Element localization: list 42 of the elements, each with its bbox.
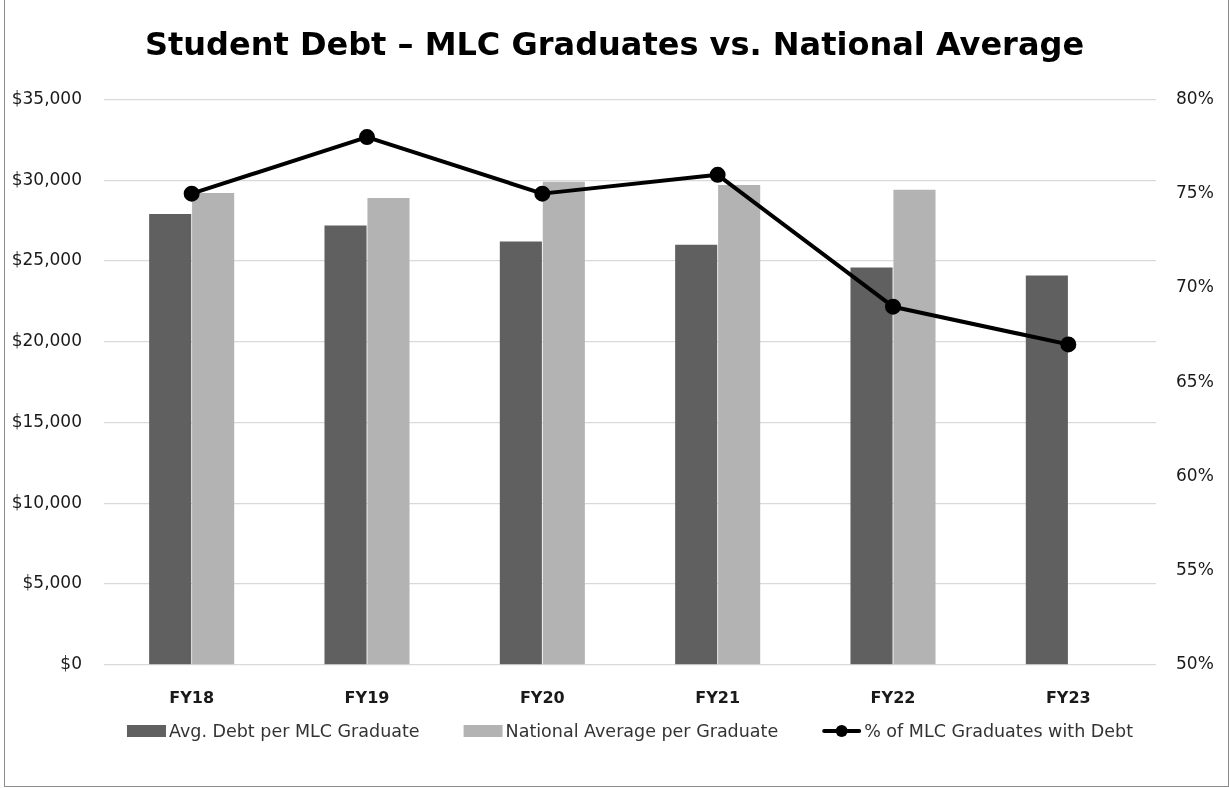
x-tick-label: FY23 — [1045, 687, 1091, 707]
bar — [324, 225, 367, 665]
bar — [675, 244, 718, 665]
y-tick-label: $15,000 — [11, 410, 82, 431]
x-tick-label: FY19 — [344, 687, 390, 707]
bar — [1025, 275, 1068, 665]
y-tick-label: $10,000 — [11, 491, 82, 512]
y-tick-label: $0 — [60, 653, 82, 674]
y-tick-label: $30,000 — [11, 168, 82, 189]
y-tick-label: $25,000 — [11, 249, 82, 270]
point — [709, 166, 726, 183]
point — [359, 129, 375, 146]
legend-label: Avg. Debt per MLC Graduate — [168, 720, 420, 741]
bar — [149, 214, 192, 665]
bar — [192, 193, 235, 665]
y2-tick-label: 55% — [1176, 558, 1214, 579]
bar — [367, 197, 410, 665]
point — [534, 185, 551, 202]
chart-title: Student Debt – MLC Graduates vs. National Average — [144, 24, 1085, 63]
y2-tick-label: 75% — [1176, 182, 1214, 203]
point — [183, 185, 200, 202]
legend-label: % of MLC Graduates with Debt — [864, 720, 1134, 741]
x-tick-label: FY20 — [519, 687, 565, 707]
y2-tick-label: 65% — [1176, 370, 1214, 391]
y-tick-label: $20,000 — [11, 330, 82, 351]
bar — [718, 185, 761, 665]
x-tick-label: FY18 — [169, 687, 215, 707]
bar — [850, 267, 893, 665]
y2-tick-label: 70% — [1176, 276, 1214, 297]
x-tick-label: FY22 — [870, 687, 916, 707]
y-tick-label: $5,000 — [22, 572, 82, 593]
y2-tick-label: 60% — [1176, 464, 1214, 485]
legend-label: National Average per Graduate — [505, 720, 779, 741]
y2-tick-label: 50% — [1176, 653, 1214, 674]
bar — [542, 181, 585, 665]
y2-tick-label: 80% — [1176, 87, 1214, 108]
y-tick-label: $35,000 — [11, 87, 82, 108]
point — [885, 298, 901, 315]
point — [1060, 336, 1077, 353]
bar — [499, 241, 542, 665]
bar — [893, 189, 936, 665]
x-tick-label: FY21 — [695, 687, 741, 707]
